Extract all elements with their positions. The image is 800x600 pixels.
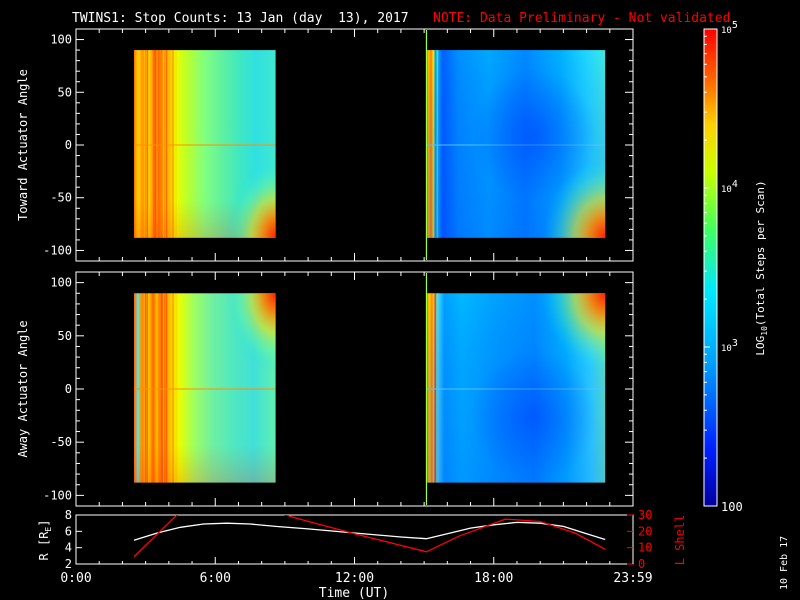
toward-data-block-1	[134, 50, 276, 238]
lshell-trace	[133, 515, 606, 558]
ephemeris-traces	[133, 515, 606, 558]
toward-y-axis: -100 -50 0 50 100	[43, 29, 634, 261]
away-actuator-panel: -100 -50 0 50 100 Away Actuator Angle	[16, 271, 634, 507]
r-tick-label: 2	[65, 557, 72, 571]
time-tick-label: 0:00	[60, 571, 91, 586]
toward-heatmap	[134, 30, 606, 260]
time-axis: 0:00 6:00 12:00 18:00 23:59	[60, 557, 653, 586]
colorbar-frame	[703, 28, 718, 507]
r-trace	[133, 521, 606, 541]
time-tick-label: 12:00	[335, 571, 374, 586]
y-tick-label: -50	[50, 191, 72, 205]
date-stamp: 10 Feb 17	[779, 536, 790, 590]
hot-corner	[542, 293, 606, 373]
preliminary-note: NOTE: Data Preliminary - Not validated	[433, 11, 730, 26]
time-tick-label: 6:00	[200, 571, 231, 586]
colorbar-label: LOG10(Total Steps per Scan)	[754, 180, 769, 355]
r-axis-label: R [RE]	[37, 520, 53, 561]
time-tick-label: 23:59	[613, 571, 652, 586]
r-tick-label: 8	[65, 508, 72, 522]
away-heatmap	[134, 273, 606, 505]
r-tick-label: 4	[65, 541, 72, 555]
y-tick-label: 50	[58, 329, 72, 343]
lshell-tick-label: 0	[638, 557, 645, 571]
toward-data-block-2	[425, 30, 606, 260]
lshell-tick-label: 10	[638, 541, 652, 555]
colorbar-tick-label: 100	[721, 500, 743, 514]
y-tick-label: -100	[43, 488, 72, 502]
y-tick-label: 0	[65, 138, 72, 152]
lshell-axis: 0 10 20 30	[627, 508, 652, 571]
hot-corner	[226, 293, 276, 373]
toward-actuator-panel: -100 -50 0 50 100 Toward Actuator Angle	[16, 28, 634, 262]
time-tick-label: 18:00	[474, 571, 513, 586]
hot-corner	[542, 158, 606, 238]
away-y-axis-label: Away Actuator Angle	[16, 320, 30, 457]
away-data-block-1	[134, 293, 276, 483]
toward-y-axis-label: Toward Actuator Angle	[16, 69, 30, 221]
lshell-tick-label: 30	[638, 508, 652, 522]
ephemeris-panel: 2 4 6 8 0 10 20 30 0:00 6:00 12:00 18:00 23:59 R […	[37, 508, 687, 600]
y-tick-label: 100	[50, 276, 72, 290]
lshell-tick-label: 20	[638, 524, 652, 538]
r-tick-label: 6	[65, 524, 72, 538]
r-axis: 2 4 6 8	[65, 508, 82, 571]
figure-title: TWINS1: Stop Counts: 13 Jan (day 13), 20…	[72, 11, 409, 26]
hot-corner	[226, 158, 276, 238]
y-tick-label: -50	[50, 435, 72, 449]
y-tick-label: 50	[58, 85, 72, 99]
y-tick-label: 100	[50, 33, 72, 47]
y-tick-label: 0	[65, 382, 72, 396]
away-y-axis: -100 -50 0 50 100	[43, 272, 634, 506]
y-tick-label: -100	[43, 243, 72, 257]
time-axis-label: Time (UT)	[319, 586, 389, 600]
away-data-block-2	[425, 273, 606, 505]
lshell-axis-label: L Shell	[673, 515, 687, 566]
colorbar-gradient	[704, 29, 717, 506]
